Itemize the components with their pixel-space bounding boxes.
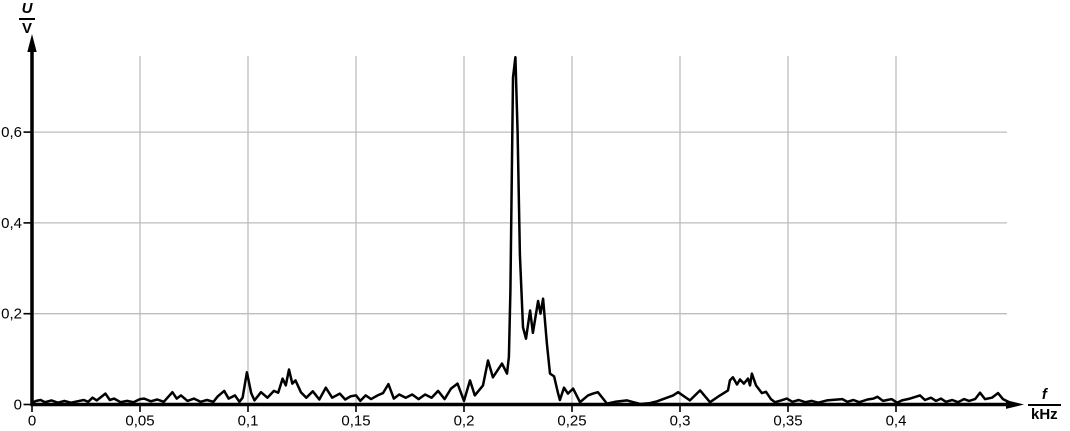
- y-axis-label-numerator: U: [21, 0, 33, 17]
- x-axis-arrowhead: [1006, 400, 1024, 409]
- x-tick-label: 0: [28, 413, 36, 430]
- x-tick-label: 0,1: [238, 413, 259, 430]
- y-tick-label: 0,6: [1, 124, 22, 141]
- x-tick-label: 0,15: [341, 413, 370, 430]
- y-axis-label-denominator: V: [19, 17, 36, 38]
- x-tick-label: 0,25: [557, 413, 586, 430]
- x-tick-label: 0,35: [773, 413, 802, 430]
- x-tick-label: 0,4: [886, 413, 907, 430]
- x-tick-label: 0,05: [125, 413, 154, 430]
- spectrum-trace: [30, 55, 1010, 406]
- x-axis-label-denominator: kHz: [1028, 403, 1061, 424]
- y-tick-label: 0,2: [1, 306, 22, 323]
- x-tick-label: 0,3: [670, 413, 691, 430]
- x-tick-label: 0,2: [454, 413, 475, 430]
- x-axis-label-numerator: f: [1041, 386, 1047, 403]
- y-axis-arrowhead: [27, 34, 37, 52]
- y-tick-label: 0,4: [1, 215, 22, 232]
- y-tick-label: 0: [14, 397, 22, 414]
- x-axis-label: f kHz: [1028, 386, 1061, 424]
- y-axis-label: U V: [19, 0, 36, 38]
